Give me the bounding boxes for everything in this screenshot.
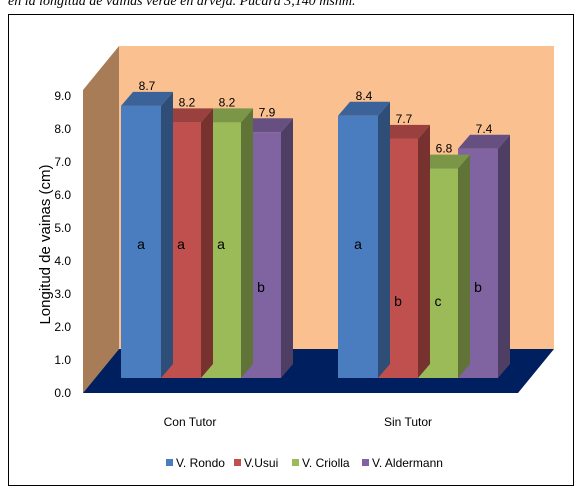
side-wall [83,46,119,393]
legend-swatch [292,459,299,466]
y-axis-label: Longitud de vainas (cm) [37,164,54,324]
y-tick-label: 0.0 [54,386,71,400]
significance-letter: b [474,279,482,295]
legend-item: V. Rondo [166,456,225,470]
y-axis-ticks: 0.0 1.0 2.0 3.0 4.0 5.0 6.0 7.0 8.0 9.0 [54,89,71,400]
bar-side [161,91,173,379]
x-category-label: Sin Tutor [384,415,432,429]
data-label: 8.2 [219,95,236,109]
bar-top [121,91,173,106]
bar-side [241,108,253,379]
data-label: 7.4 [476,122,493,136]
y-tick-label: 1.0 [54,353,71,367]
legend-swatch [362,459,369,466]
legend-label: V. Criolla [302,456,350,470]
legend-label: V. Aldermann [372,456,443,470]
y-tick-label: 5.0 [54,221,71,235]
bar-top [161,108,213,123]
significance-letter: a [217,236,225,252]
bar-side [418,124,430,379]
data-label: 6.8 [436,142,453,156]
data-label: 7.9 [259,105,276,119]
bar-top [338,101,390,116]
significance-letter: a [354,236,362,252]
y-tick-label: 4.0 [54,254,71,268]
y-tick-label: 9.0 [54,89,71,103]
x-category-label: Con Tutor [164,415,217,429]
bar-side [378,101,390,379]
y-tick-label: 6.0 [54,188,71,202]
significance-letter: b [394,293,402,309]
bar-face [121,105,161,379]
bar-top [201,108,253,123]
data-label: 7.7 [396,112,413,126]
bar-top [378,124,430,139]
bar-top [418,154,470,169]
bar-side [498,134,510,378]
data-label: 8.2 [179,95,196,109]
legend-item: V. Criolla [292,456,350,470]
bar-1-0 [338,101,390,379]
legend-item: V. Aldermann [362,456,443,470]
x-axis-categories: Con Tutor Sin Tutor [164,415,432,429]
chart-bars: 8.7 a 8.2 a 8.2 a 7.9 b 8.4 a 7.7 b 6.8 c 7.4 b [121,79,510,379]
data-label: 8.4 [356,89,373,103]
data-label: 8.7 [139,79,156,93]
legend-swatch [234,459,241,466]
bar-side [281,118,293,379]
bar-face [338,115,378,379]
figure-caption: en la longitud de vainas verde en arveja… [8,0,356,9]
legend: V. Rondo V.Usui V. Criolla V. Aldermann [166,456,443,470]
legend-item: V.Usui [234,456,278,470]
legend-label: V.Usui [244,456,278,470]
significance-letter: b [257,279,265,295]
legend-label: V. Rondo [176,456,225,470]
y-tick-label: 7.0 [54,155,71,169]
y-tick-label: 8.0 [54,122,71,136]
significance-letter: a [177,236,185,252]
y-tick-label: 3.0 [54,287,71,301]
legend-swatch [166,459,173,466]
bar-top [241,118,293,133]
bar-side [201,108,213,379]
bar-top [458,134,510,149]
bar-0-0 [121,91,173,379]
y-tick-label: 2.0 [54,320,71,334]
significance-letter: a [137,236,145,252]
significance-letter: c [435,293,442,309]
bar-side [458,154,470,378]
